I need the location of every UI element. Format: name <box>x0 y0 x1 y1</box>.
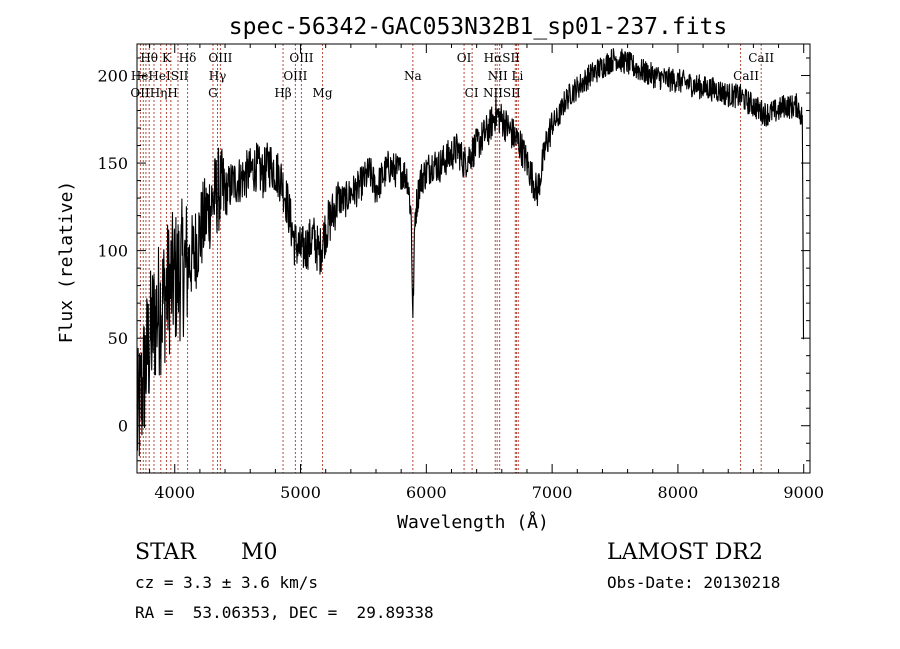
redshift-label: cz = 3.3 ± 3.6 km/s <box>135 573 319 592</box>
spectral-line-label: Hγ <box>209 69 227 83</box>
spectral-line-label: Hθ <box>140 51 158 65</box>
spectral-line-label: NII Li <box>488 69 524 83</box>
spectral-line-label: OIII <box>208 51 232 65</box>
spectral-line-label: HαSII <box>484 51 521 65</box>
coordinates-label: RA = 53.06353, DEC = 29.89338 <box>135 603 434 622</box>
spectral-line-label: OIII <box>283 69 307 83</box>
spectral-line-label: NIISII <box>483 86 521 100</box>
spectral-line-label: G <box>208 86 218 100</box>
spectral-line-label: CaII <box>733 69 759 83</box>
spectrum-series-line <box>136 48 805 457</box>
y-tick-label: 150 <box>97 154 128 173</box>
y-tick-label: 0 <box>118 417 128 436</box>
spectral-line-label: Na <box>404 69 422 83</box>
spectral-line-label: CaII <box>748 51 774 65</box>
x-tick-label: 5000 <box>280 483 321 502</box>
spectral-line-label: Hβ <box>274 86 291 100</box>
spectral-line-labels: Hθ K Hδ OIII OIII OI HαSII CaII HeHeISII Hγ OIII Na… <box>130 51 774 100</box>
chart-title: spec-56342-GAC053N32B1_sp01-237.fits <box>229 14 728 40</box>
x-axis-ticks: 4000 5000 6000 7000 8000 9000 <box>149 44 824 502</box>
plot-frame <box>136 43 811 474</box>
y-tick-label: 100 <box>97 242 128 261</box>
spectral-line-label: OIII <box>289 51 313 65</box>
object-class-label: STAR <box>135 540 196 565</box>
spectral-line-markers <box>139 44 762 473</box>
spectral-line-label: Hδ <box>179 51 197 65</box>
x-axis-label: Wavelength (Å) <box>397 511 549 533</box>
y-axis-label: Flux (relative) <box>56 181 77 344</box>
x-tick-label: 6000 <box>406 483 447 502</box>
spectral-subclass-label: M0 <box>241 540 278 565</box>
spectral-line-label: Mg <box>313 86 333 100</box>
x-tick-label: 8000 <box>658 483 699 502</box>
spectral-line-label: HeHeISII <box>131 69 189 83</box>
spectral-line-label: OIIHηH <box>130 86 177 100</box>
y-axis-ticks: 0 50 100 150 200 <box>97 57 810 462</box>
spectral-line-label: K <box>162 51 172 65</box>
x-tick-label: 7000 <box>532 483 573 502</box>
x-tick-label: 9000 <box>783 483 824 502</box>
survey-label: LAMOST DR2 <box>607 540 763 565</box>
x-tick-label: 4000 <box>154 483 195 502</box>
spectral-line-label: OI <box>457 51 472 65</box>
y-tick-label: 50 <box>108 329 128 348</box>
spectral-line-label: CI <box>465 86 479 100</box>
y-tick-label: 200 <box>97 67 128 86</box>
observation-date-label: Obs-Date: 20130218 <box>607 573 781 592</box>
